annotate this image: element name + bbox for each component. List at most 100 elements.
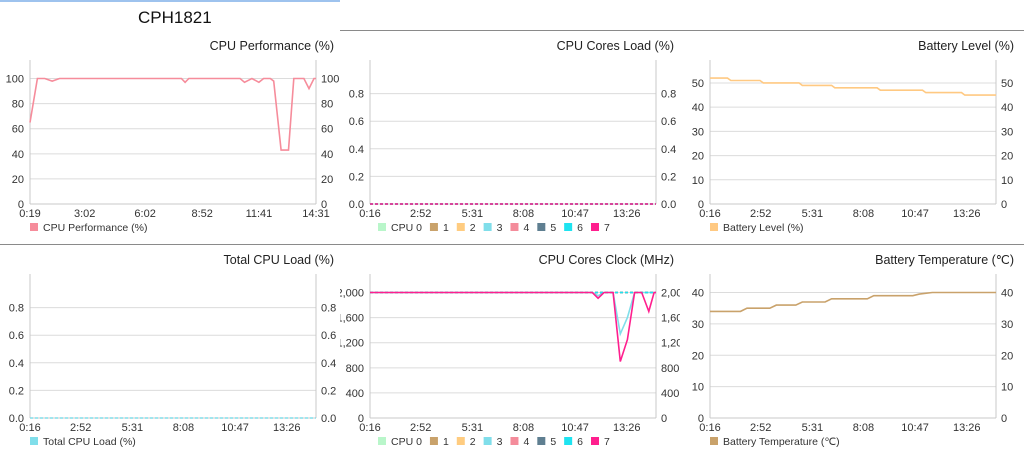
y-tick-label-right: 40 <box>1001 102 1013 114</box>
legend-swatch <box>537 223 546 231</box>
legend-label: 5 <box>550 222 556 234</box>
cpu-performance-panel: CPU Performance (%) 0 0 20 20 40 40 60 60 80 80 100… <box>0 30 340 244</box>
y-tick-label-right: 0.8 <box>661 89 676 101</box>
y-tick-label-left: 0 <box>18 199 24 211</box>
legend-swatch <box>564 437 573 445</box>
x-tick-label: 2:52 <box>70 422 91 434</box>
x-tick-label: 13:26 <box>953 422 981 434</box>
y-tick-label-left: 0.6 <box>349 116 364 128</box>
x-tick-label: 13:26 <box>613 422 641 434</box>
legend-label: 6 <box>577 436 583 448</box>
x-tick-label: 0:16 <box>359 422 380 434</box>
legend-label: Total CPU Load (%) <box>43 436 136 448</box>
total-cpu-load-panel: Total CPU Load (%) 0.0 0.0 0.2 0.2 0.4 0.4 0.6 0… <box>0 244 340 458</box>
legend-label: 1 <box>443 222 449 234</box>
legend-swatch <box>378 437 386 445</box>
chart-svg: CPU Cores Clock (MHz) 0 0 400 400 800 800 1,200… <box>340 253 680 448</box>
x-tick-label: 0:19 <box>19 208 40 220</box>
x-tick-label: 5:31 <box>462 422 483 434</box>
y-tick-label-left: 10 <box>692 175 704 187</box>
x-tick-label: 5:31 <box>462 208 483 220</box>
y-tick-label-right: 20 <box>321 174 333 186</box>
x-tick-label: 13:26 <box>613 208 641 220</box>
chart-svg: CPU Performance (%) 0 0 20 20 40 40 60 60 80 80 100… <box>6 39 340 234</box>
y-tick-label-left: 40 <box>12 149 24 161</box>
y-tick-label-right: 0 <box>1001 199 1007 211</box>
y-tick-label-right: 2,000 <box>661 288 680 300</box>
y-tick-label-left: 0.4 <box>349 144 364 156</box>
row-divider <box>340 30 1024 31</box>
x-tick-label: 5:31 <box>802 208 823 220</box>
y-tick-label-left: 0.4 <box>9 358 24 370</box>
x-tick-label: 8:08 <box>173 422 194 434</box>
x-tick-label: 10:47 <box>561 208 589 220</box>
y-tick-label-left: 0.8 <box>9 303 24 315</box>
legend-label: 1 <box>443 436 449 448</box>
x-tick-label: 0:16 <box>359 208 380 220</box>
y-tick-label-left: 20 <box>692 350 704 362</box>
x-tick-label: 2:52 <box>410 422 431 434</box>
y-tick-label-right: 80 <box>321 99 333 111</box>
legend-label: Battery Level (%) <box>723 222 804 234</box>
x-tick-label: 0:16 <box>699 422 720 434</box>
y-tick-label-left: 30 <box>692 319 704 331</box>
device-title: CPH1821 <box>138 8 212 27</box>
x-tick-label: 10:47 <box>221 422 249 434</box>
chart-title: Battery Temperature (℃) <box>875 253 1014 267</box>
y-tick-label-right: 0.4 <box>661 144 676 156</box>
y-tick-label-left: 40 <box>692 102 704 114</box>
x-tick-label: 8:08 <box>513 208 534 220</box>
y-tick-label-left: 20 <box>692 151 704 163</box>
x-tick-label: 13:26 <box>953 208 981 220</box>
y-tick-label-right: 0.4 <box>321 358 336 370</box>
series-line <box>710 291 996 313</box>
legend-swatch <box>429 223 438 231</box>
y-tick-label-left: 0 <box>698 199 704 211</box>
series-line <box>370 291 656 362</box>
legend-label: 5 <box>550 436 556 448</box>
chart-title: Battery Level (%) <box>918 39 1014 53</box>
y-tick-label-left: 0 <box>358 413 364 425</box>
y-tick-label-right: 100 <box>321 74 339 86</box>
legend-swatch <box>564 223 573 231</box>
legend-swatch <box>483 223 492 231</box>
legend-label: CPU Performance (%) <box>43 222 147 234</box>
series-line <box>29 77 316 151</box>
y-tick-label-left: 50 <box>692 78 704 90</box>
y-tick-label-right: 40 <box>1001 288 1013 300</box>
legend-swatch <box>710 223 718 231</box>
y-tick-label-left: 0.6 <box>9 330 24 342</box>
legend-label: 4 <box>523 436 529 448</box>
header-accent-line <box>0 0 340 2</box>
y-tick-label-left: 0.2 <box>349 171 364 183</box>
y-tick-label-right: 30 <box>1001 319 1013 331</box>
x-tick-label: 11:41 <box>246 208 273 220</box>
x-tick-label: 2:52 <box>750 422 771 434</box>
y-tick-label-right: 20 <box>1001 151 1013 163</box>
y-tick-label-left: 1,200 <box>340 338 364 350</box>
y-tick-label-left: 0.8 <box>349 89 364 101</box>
chart-title: Total CPU Load (%) <box>224 253 334 267</box>
y-tick-label-left: 20 <box>12 174 24 186</box>
x-tick-label: 10:47 <box>901 208 929 220</box>
legend-swatch <box>456 437 465 445</box>
y-tick-label-left: 40 <box>692 288 704 300</box>
legend-swatch <box>30 437 38 445</box>
x-tick-label: 3:02 <box>74 208 95 220</box>
chart-title: CPU Cores Load (%) <box>557 39 674 53</box>
x-tick-label: 5:31 <box>802 422 823 434</box>
legend-label: 7 <box>604 436 610 448</box>
y-tick-label-right: 0.2 <box>661 171 676 183</box>
x-tick-label: 8:08 <box>853 422 874 434</box>
y-tick-label-right: 30 <box>1001 126 1013 138</box>
y-tick-label-right: 0 <box>321 199 327 211</box>
legend-swatch <box>591 437 599 445</box>
battery-level-panel: Battery Level (%) 0 0 10 10 20 20 30 30 40 40 50 50 0… <box>680 30 1020 244</box>
x-tick-label: 6:02 <box>134 208 155 220</box>
legend-label: 4 <box>523 222 529 234</box>
legend-label: 6 <box>577 222 583 234</box>
chart-svg: CPU Cores Load (%) 0.0 0.0 0.2 0.2 0.4 0.4 0.6 0… <box>349 39 677 234</box>
y-tick-label-right: 50 <box>1001 78 1013 90</box>
row-divider <box>0 244 1024 245</box>
y-tick-label-left: 0.0 <box>349 199 364 211</box>
